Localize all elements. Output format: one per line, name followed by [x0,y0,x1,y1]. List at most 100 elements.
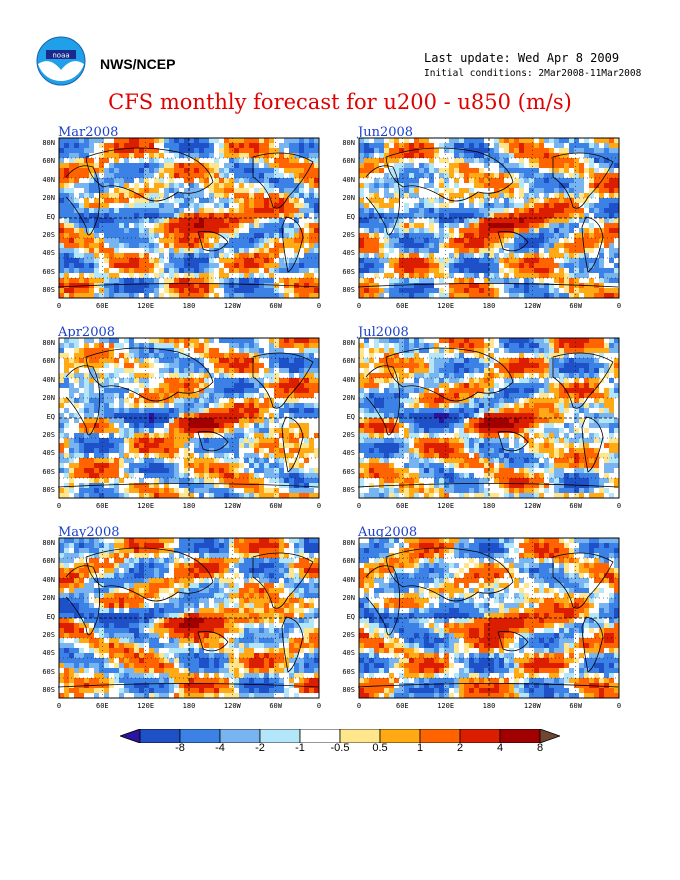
colorbar-swatch [459,728,501,744]
initial-conditions: Initial conditions: 2Mar2008-11Mar2008 [424,68,642,79]
lat-label: 20N [42,394,55,403]
lon-label: 0 [616,702,622,710]
lon-label: 180 [482,502,496,510]
lon-label: 60E [96,302,109,310]
lat-label: 20S [342,431,355,439]
lat-label: EQ [46,212,55,221]
lat-label: EQ [46,412,55,421]
lat-label: 20S [42,631,55,639]
lat-label: 40N [342,175,355,184]
lat-label: 40N [42,575,55,584]
lat-label: EQ [346,412,355,421]
colorbar-label: -2 [255,742,265,754]
lat-label: 20S [342,631,355,639]
lon-label: 60E [96,702,109,710]
lat-label: 40S [42,449,55,458]
lon-label: 0 [316,702,322,710]
lon-label: 60W [269,702,282,710]
lat-label: 40S [342,249,355,258]
lat-label: 60S [342,467,355,476]
lon-label: 0 [56,302,62,310]
map-panel [357,137,620,303]
lat-label: 60N [42,357,55,366]
colorbar-label: 0.5 [372,742,388,754]
logo-text: noaa [52,52,69,60]
lon-label: 60W [569,702,582,710]
lat-label: 20N [342,394,355,403]
lat-label: 80N [42,539,55,547]
lon-label: 120E [137,302,155,310]
lat-label: 60N [42,157,55,166]
lat-label: 60S [42,667,55,676]
lat-label: 20N [342,594,355,603]
lon-label: 0 [356,502,362,510]
lon-label: 120W [223,502,241,510]
lat-label: 80S [42,286,55,295]
lat-label: 60S [42,267,55,276]
lon-label: 180 [182,502,196,510]
lat-label: 80S [342,486,355,495]
map-panel [57,337,320,503]
lon-label: 60W [569,502,582,510]
lat-label: EQ [346,212,355,221]
colorbar-swatch [299,728,341,744]
lon-label: 0 [56,702,62,710]
noaa-logo-icon: noaa [36,36,86,86]
lat-label: 60N [342,357,355,366]
lat-label: 40S [42,249,55,258]
lon-label: 0 [356,302,362,310]
map-panel [357,337,620,503]
panel-title: Jul2008 [358,325,409,340]
panel-title: Mar2008 [58,125,119,140]
colorbar-arrow-right [539,728,562,744]
lon-label: 60E [396,502,409,510]
colorbar-swatch [419,728,461,744]
page-title: CFS monthly forecast for u200 - u850 (m/… [108,90,572,114]
lat-label: 60N [342,557,355,566]
lat-label: 40N [42,175,55,184]
colorbar-swatch [139,728,181,744]
colorbar-swatch [259,728,301,744]
lat-label: EQ [46,612,55,621]
lat-label: 40S [42,649,55,658]
lat-label: 80N [342,339,355,347]
lon-label: 120E [137,502,155,510]
lat-label: 60S [342,667,355,676]
colorbar-label: 2 [456,742,464,754]
lat-label: 40N [342,375,355,384]
map-panel [57,137,320,303]
lon-label: 0 [56,502,62,510]
colorbar-swatch [339,728,381,744]
lat-label: 80S [342,286,355,295]
colorbar-label: -1 [295,742,305,754]
last-update: Last update: Wed Apr 8 2009 [424,51,620,65]
map-panel [357,537,620,703]
lat-label: 40S [342,449,355,458]
lat-label: 40N [42,375,55,384]
panel-title: Aug2008 [358,525,418,540]
lat-label: 80N [342,139,355,147]
colorbar-label: 8 [536,742,544,754]
lat-label: 60S [42,467,55,476]
lat-label: 20S [342,231,355,239]
colorbar-swatch [499,728,541,744]
lon-label: 0 [316,502,322,510]
lat-label: 40S [342,649,355,658]
lat-label: EQ [346,612,355,621]
lat-label: 60S [342,267,355,276]
colorbar-label: -0.5 [330,742,350,754]
lon-label: 120W [223,702,241,710]
colorbar-label: -4 [215,742,225,754]
lat-label: 20S [42,431,55,439]
colorbar-swatch [219,728,261,744]
lon-label: 180 [182,702,196,710]
lon-label: 0 [616,302,622,310]
lon-label: 120W [523,502,541,510]
colorbar-label: -8 [175,742,185,754]
map-panel [57,537,320,703]
lon-label: 60E [396,302,409,310]
lat-label: 80S [42,686,55,695]
colorbar-arrow-left [118,728,141,744]
lon-label: 180 [482,702,496,710]
colorbar-swatch [179,728,221,744]
